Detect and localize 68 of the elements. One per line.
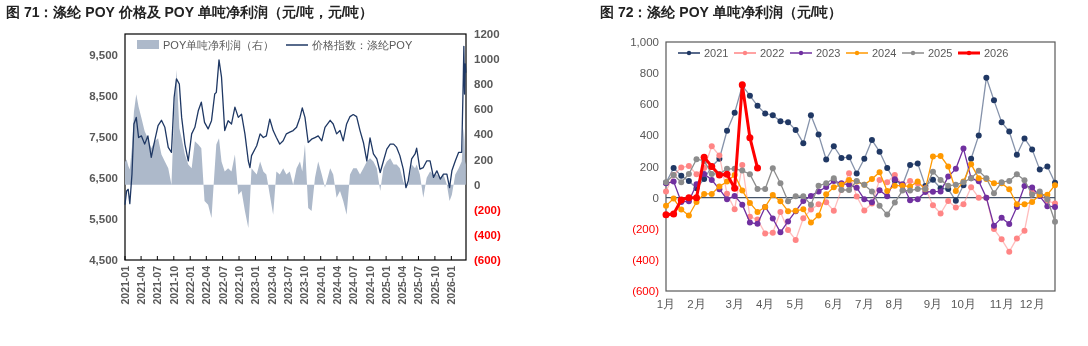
x-tick-label: 2024-07 — [347, 265, 360, 305]
x-tick-label: 2023-01 — [249, 265, 262, 305]
legend-label: 2022 — [760, 47, 785, 59]
x-tick-label: 2022-04 — [200, 265, 213, 305]
chart-title: 图 71：涤纶 POY 价格及 POY 单吨净利润（元/吨，元/吨） — [6, 4, 374, 20]
x-tick-label: 2024-10 — [363, 265, 376, 305]
legend-label: 2023 — [816, 47, 841, 59]
y2-tick-label: 1200 — [474, 28, 500, 40]
x-tick-label: 6月 — [824, 298, 844, 310]
x-tick-label: 2021-07 — [151, 265, 164, 305]
legend-label: 2026 — [984, 47, 1009, 59]
x-tick-label: 11月 — [989, 298, 1014, 310]
x-tick-label: 2022-07 — [216, 265, 229, 305]
x-tick-label: 3月 — [725, 298, 744, 310]
x-tick-label: 5月 — [786, 298, 805, 310]
x-tick-label: 2025-01 — [380, 265, 393, 305]
y-tick-label: 600 — [639, 98, 659, 111]
y-tick-label: 400 — [639, 129, 659, 142]
y2-tick-label: (600) — [474, 254, 502, 266]
y-tick-label: (200) — [632, 222, 660, 235]
legend-label: 2024 — [872, 47, 897, 59]
x-tick-label: 12月 — [1019, 298, 1045, 310]
x-tick-label: 1月 — [656, 298, 676, 310]
x-tick-label: 2021-04 — [135, 265, 148, 305]
x-tick-label: 2023-04 — [265, 265, 278, 305]
y-tick-label: 8,500 — [89, 89, 118, 102]
x-tick-label: 9月 — [923, 298, 943, 310]
x-tick-label: 2025-04 — [396, 265, 409, 305]
legend-label: 2025 — [928, 47, 953, 59]
y2-tick-label: 1000 — [474, 53, 500, 66]
x-tick-label: 2月 — [687, 298, 706, 310]
x-tick-label: 2021-10 — [167, 265, 180, 305]
x-tick-label: 4月 — [755, 298, 775, 310]
y2-tick-label: 600 — [474, 103, 494, 116]
x-tick-label: 2022-01 — [184, 265, 197, 305]
y-tick-label: 7,500 — [89, 130, 118, 143]
x-tick-label: 7月 — [855, 298, 874, 310]
x-tick-label: 2024-04 — [330, 265, 343, 305]
y-tick-label: (600) — [632, 285, 660, 297]
x-tick-label: 8月 — [885, 298, 905, 310]
x-tick-label: 2024-01 — [314, 265, 327, 305]
y2-tick-label: 800 — [474, 78, 494, 91]
y-tick-label: 200 — [639, 160, 659, 173]
y-tick-label: 0 — [652, 191, 659, 204]
legend-label: 价格指数：涤纶POY — [311, 39, 413, 51]
y2-tick-label: 200 — [474, 153, 494, 166]
x-tick-label: 2021-01 — [119, 265, 131, 305]
x-tick-label: 2026-01 — [445, 265, 458, 305]
y2-tick-label: (400) — [474, 228, 502, 241]
x-tick-label: 10月 — [951, 298, 976, 310]
y-tick-label: 9,500 — [89, 48, 118, 61]
x-tick-label: 2025-07 — [412, 265, 425, 305]
y-tick-label: 6,500 — [89, 171, 118, 184]
x-tick-label: 2025-10 — [428, 265, 441, 305]
y-tick-label: 800 — [639, 67, 659, 80]
chart-title: 图 72：涤纶 POY 单吨净利润（元/吨） — [600, 4, 843, 20]
x-tick-label: 2023-07 — [281, 265, 294, 305]
y2-tick-label: 400 — [474, 128, 494, 141]
y2-tick-label: 0 — [474, 178, 481, 191]
legend-label: POY单吨净利润（右） — [163, 39, 275, 51]
legend-label: 2021 — [704, 47, 729, 59]
y-tick-label: 4,500 — [89, 254, 118, 266]
x-tick-label: 2022-10 — [233, 265, 246, 305]
x-tick-label: 2023-10 — [298, 265, 311, 305]
y-tick-label: 5,500 — [89, 212, 118, 225]
y-tick-label: 1,000 — [630, 36, 659, 48]
y2-tick-label: (200) — [474, 203, 502, 216]
y-tick-label: (400) — [632, 253, 660, 266]
